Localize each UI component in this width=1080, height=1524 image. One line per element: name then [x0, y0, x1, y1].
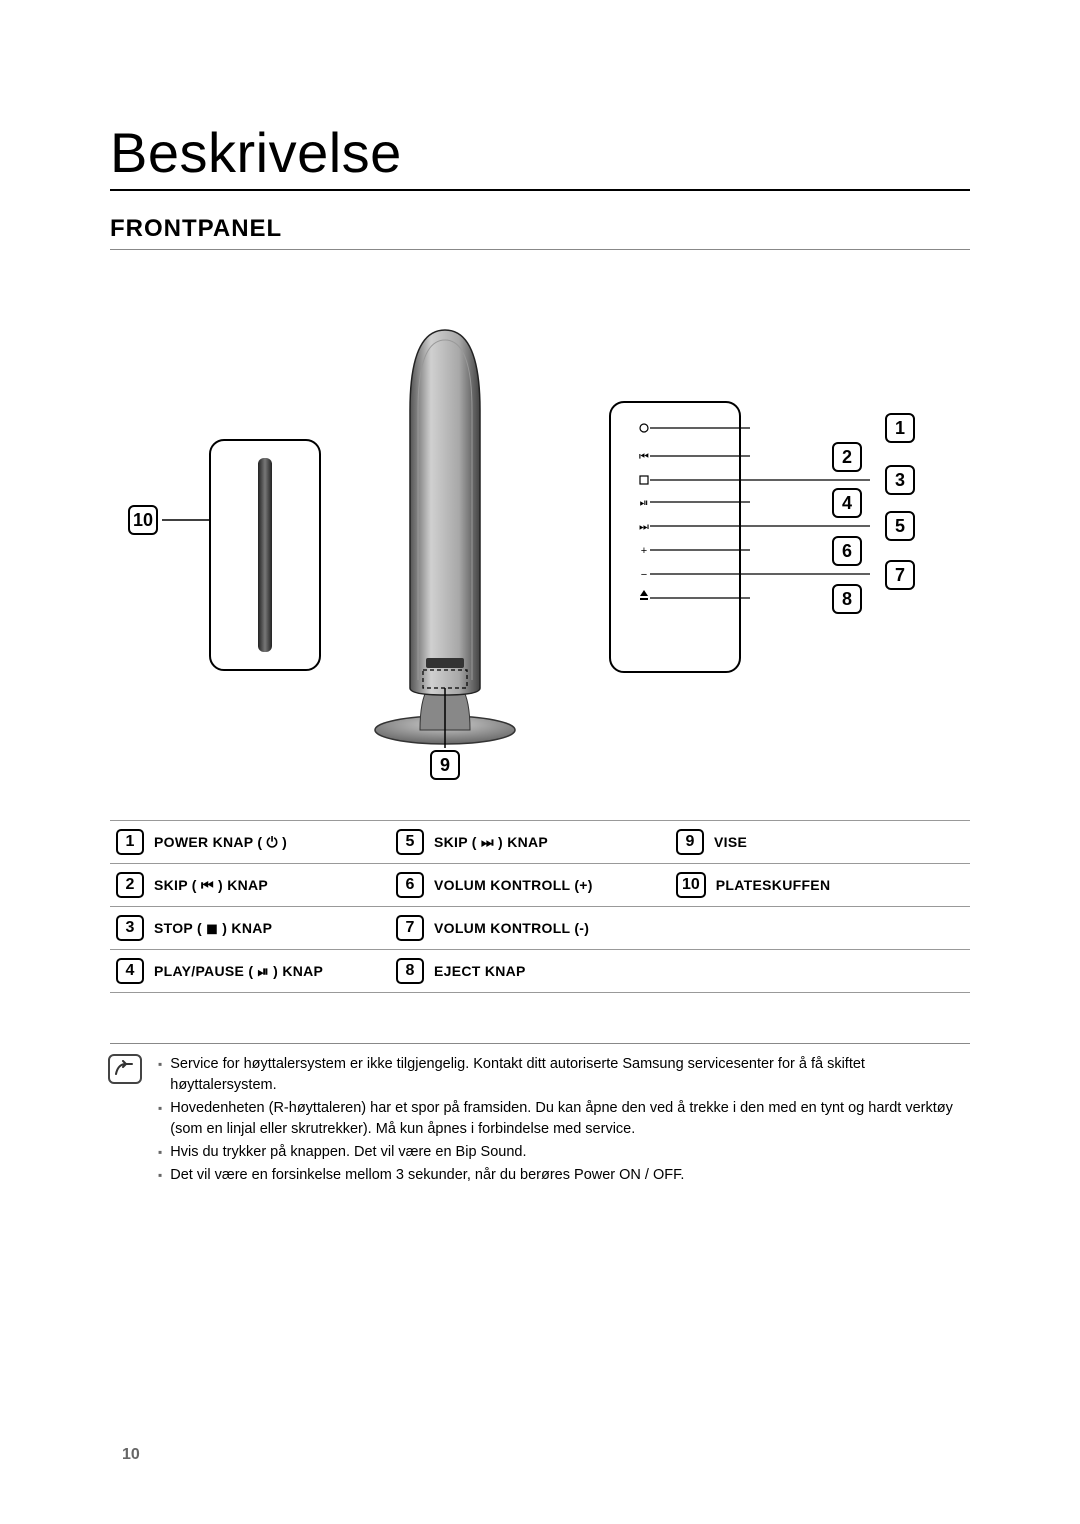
legend-label-1: POWER KNAP ( ⏻ ): [154, 834, 287, 851]
notes-list: ▪Service for høyttalersystem er ikke til…: [158, 1054, 970, 1188]
callout-2: 2: [832, 442, 862, 472]
callout-8: 8: [832, 584, 862, 614]
legend-label-10: PLATESKUFFEN: [716, 877, 831, 893]
svg-text:⏭: ⏭: [639, 521, 649, 533]
callout-3: 3: [885, 465, 915, 495]
legend-num-9: 9: [676, 829, 704, 855]
legend-num-7: 7: [396, 915, 424, 941]
legend-table: 1 POWER KNAP ( ⏻ ) 5 SKIP ( ⏭ ) KNAP 9 V…: [110, 820, 970, 993]
page-title: Beskrivelse: [110, 120, 970, 191]
legend-label-8: EJECT KNAP: [434, 963, 526, 979]
page-number: 10: [122, 1446, 140, 1464]
svg-text:⏮: ⏮: [639, 451, 649, 463]
legend-label-9: VISE: [714, 834, 747, 850]
note-text-1: Service for høyttalersystem er ikke tilg…: [170, 1054, 970, 1096]
notes-section: ▪Service for høyttalersystem er ikke til…: [110, 1043, 970, 1188]
callout-9: 9: [430, 750, 460, 780]
legend-num-10: 10: [676, 872, 706, 898]
legend-num-5: 5: [396, 829, 424, 855]
legend-num-3: 3: [116, 915, 144, 941]
bullet-icon: ▪: [158, 1142, 162, 1163]
svg-text:−: −: [641, 569, 647, 581]
legend-num-8: 8: [396, 958, 424, 984]
legend-num-6: 6: [396, 872, 424, 898]
callout-6: 6: [832, 536, 862, 566]
legend-label-2: SKIP ( ⏮ ) KNAP: [154, 877, 268, 894]
legend-label-5: SKIP ( ⏭ ) KNAP: [434, 834, 548, 851]
callout-7: 7: [885, 560, 915, 590]
front-panel-diagram: ⏮ ⏯ ⏭ + − 1 2 3 4 5 6 7 8 9 10: [110, 290, 970, 790]
callout-1: 1: [885, 413, 915, 443]
bullet-icon: ▪: [158, 1098, 162, 1140]
legend-label-6: VOLUM KONTROLL (+): [434, 877, 593, 893]
note-text-4: Det vil være en forsinkelse mellom 3 sek…: [170, 1165, 684, 1186]
bullet-icon: ▪: [158, 1054, 162, 1096]
svg-text:⏯: ⏯: [640, 497, 649, 509]
svg-text:+: +: [641, 545, 647, 557]
callout-10: 10: [128, 505, 158, 535]
legend-row: 1 POWER KNAP ( ⏻ ) 5 SKIP ( ⏭ ) KNAP 9 V…: [110, 820, 970, 863]
legend-num-4: 4: [116, 958, 144, 984]
note-icon: [108, 1054, 142, 1084]
legend-label-4: PLAY/PAUSE ( ⏯ ) KNAP: [154, 963, 323, 980]
note-text-2: Hovedenheten (R-høyttaleren) har et spor…: [170, 1098, 970, 1140]
legend-row: 2 SKIP ( ⏮ ) KNAP 6 VOLUM KONTROLL (+) 1…: [110, 863, 970, 906]
legend-label-3: STOP ( ◼ ) KNAP: [154, 920, 272, 937]
legend-num-1: 1: [116, 829, 144, 855]
page-subtitle: FRONTPANEL: [110, 215, 970, 250]
note-text-3: Hvis du trykker på knappen. Det vil være…: [170, 1142, 526, 1163]
legend-row: 4 PLAY/PAUSE ( ⏯ ) KNAP 8 EJECT KNAP: [110, 949, 970, 993]
legend-label-7: VOLUM KONTROLL (-): [434, 920, 589, 936]
callout-5: 5: [885, 511, 915, 541]
callout-4: 4: [832, 488, 862, 518]
legend-num-2: 2: [116, 872, 144, 898]
bullet-icon: ▪: [158, 1165, 162, 1186]
legend-row: 3 STOP ( ◼ ) KNAP 7 VOLUM KONTROLL (-): [110, 906, 970, 949]
